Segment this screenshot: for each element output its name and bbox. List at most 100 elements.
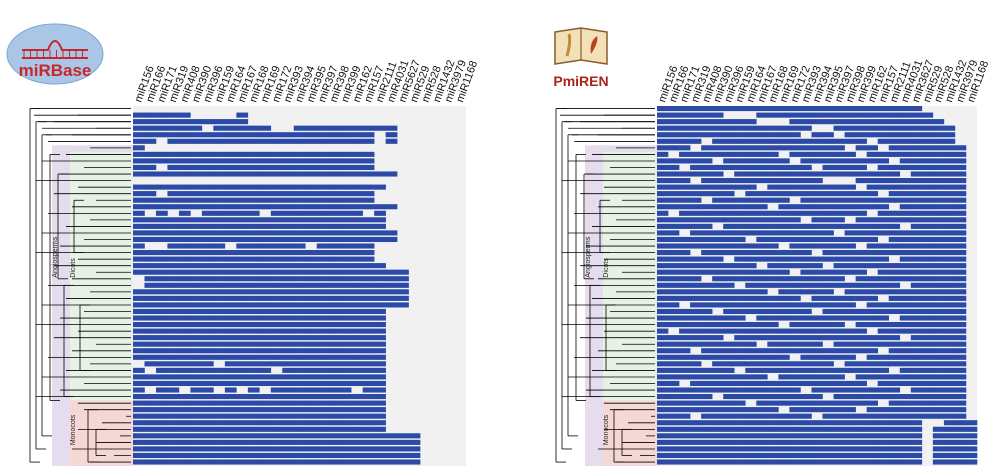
heatmap-cell-present [811, 394, 823, 400]
heatmap-cell-present [943, 295, 956, 301]
heatmap-cell-present [213, 138, 226, 144]
heatmap-cell-present [800, 354, 812, 360]
heatmap-cell-present [778, 158, 790, 164]
heatmap-cell-present [822, 119, 834, 125]
heatmap-cell-present [133, 341, 145, 347]
heatmap-cell-present [133, 439, 145, 445]
heatmap-cell-present [190, 250, 203, 256]
heatmap-cell-present [690, 400, 702, 406]
heatmap-cell-present [855, 236, 867, 243]
heatmap-cell-present [800, 322, 812, 328]
heatmap-cell-present [954, 243, 967, 249]
heatmap-cell-present [778, 308, 790, 315]
heatmap-cell-present [155, 315, 168, 321]
heatmap-cell-present [339, 132, 352, 138]
heatmap-cell-present [866, 322, 878, 328]
heatmap-cell-present [723, 282, 735, 288]
heatmap-cell-present [305, 223, 318, 229]
heatmap-cell-present [247, 380, 260, 387]
heatmap-cell-present [811, 256, 823, 262]
heatmap-cell-present [866, 171, 878, 177]
heatmap-cell-present [351, 439, 363, 445]
heatmap-cell-present [270, 302, 283, 308]
heatmap-cell-present [844, 269, 856, 275]
heatmap-cell-present [745, 256, 757, 262]
heatmap-cell-present [247, 387, 260, 393]
heatmap-cell-present [374, 210, 386, 216]
heatmap-cell-present [201, 138, 214, 144]
heatmap-cell-present [259, 151, 272, 157]
heatmap-cell-present [679, 354, 691, 360]
heatmap-cell-present [144, 217, 157, 223]
heatmap-cell-present [811, 341, 823, 347]
heatmap-cell-present [888, 335, 901, 341]
heatmap-cell-present [943, 178, 956, 184]
heatmap-cell-present [328, 171, 340, 177]
heatmap-cell-present [247, 243, 260, 249]
heatmap-cell-present [178, 151, 191, 157]
heatmap-cell-present [811, 433, 823, 439]
heatmap-cell-present [247, 328, 260, 334]
heatmap-cell-present [855, 119, 867, 125]
heatmap-cell-present [877, 407, 890, 413]
heatmap-cell-present [723, 197, 735, 203]
heatmap-cell-present [756, 171, 768, 177]
heatmap-cell-present [668, 178, 680, 184]
heatmap-cell-present [844, 459, 856, 465]
heatmap-cell-present [701, 263, 713, 269]
heatmap-cell-present [155, 197, 168, 203]
heatmap-cell-present [657, 452, 669, 459]
heatmap-cell-present [899, 400, 912, 406]
heatmap-cell-present [679, 413, 691, 419]
heatmap-cell-present [374, 125, 386, 131]
heatmap-cell-present [822, 250, 834, 256]
heatmap-cell-present [712, 119, 724, 125]
heatmap-cell-present [833, 420, 845, 426]
heatmap-cell-present [932, 145, 945, 151]
heatmap-cell-present [133, 269, 145, 275]
heatmap-cell-present [954, 315, 967, 321]
heatmap-cell-present [374, 348, 386, 354]
heatmap-cell-present [822, 361, 834, 367]
heatmap-cell-present [339, 426, 352, 432]
heatmap-cell-present [213, 295, 226, 301]
heatmap-cell-present [855, 328, 867, 334]
heatmap-cell-present [899, 361, 912, 367]
heatmap-cell-present [259, 335, 272, 341]
heatmap-cell-present [712, 250, 724, 256]
heatmap-cell-present [888, 439, 901, 445]
heatmap-cell-present [734, 289, 746, 295]
heatmap-cell-present [679, 112, 691, 118]
heatmap-cell-present [213, 289, 226, 295]
heatmap-cell-present [701, 191, 713, 197]
heatmap-cell-present [712, 217, 724, 223]
heatmap-cell-present [745, 119, 757, 125]
heatmap-cell-present [167, 367, 180, 373]
heatmap-cell-present [712, 328, 724, 334]
heatmap-cell-present [943, 151, 956, 157]
heatmap-cell-present [178, 236, 191, 243]
heatmap-cell-present [921, 263, 934, 269]
heatmap-cell-present [155, 250, 168, 256]
heatmap-cell-present [167, 407, 180, 413]
heatmap-cell-present [213, 151, 226, 157]
heatmap-cell-present [155, 308, 168, 315]
heatmap-cell-present [282, 433, 295, 439]
heatmap-cell-present [712, 335, 724, 341]
heatmap-cell-present [201, 387, 214, 393]
heatmap-cell-present [756, 335, 768, 341]
heatmap-cell-present [282, 197, 295, 203]
heatmap-cell-present [133, 400, 145, 406]
heatmap-cell-present [679, 119, 691, 125]
heatmap-cell-present [822, 236, 834, 243]
heatmap-cell-present [144, 125, 157, 131]
heatmap-cell-present [213, 328, 226, 334]
heatmap-cell-present [668, 223, 680, 229]
heatmap-cell-present [679, 341, 691, 347]
heatmap-cell-present [701, 394, 713, 400]
heatmap-cell-present [679, 289, 691, 295]
heatmap-cell-present [778, 413, 790, 419]
heatmap-cell-present [668, 197, 680, 203]
heatmap-cell-present [351, 184, 363, 190]
heatmap-cell-present [844, 250, 856, 256]
